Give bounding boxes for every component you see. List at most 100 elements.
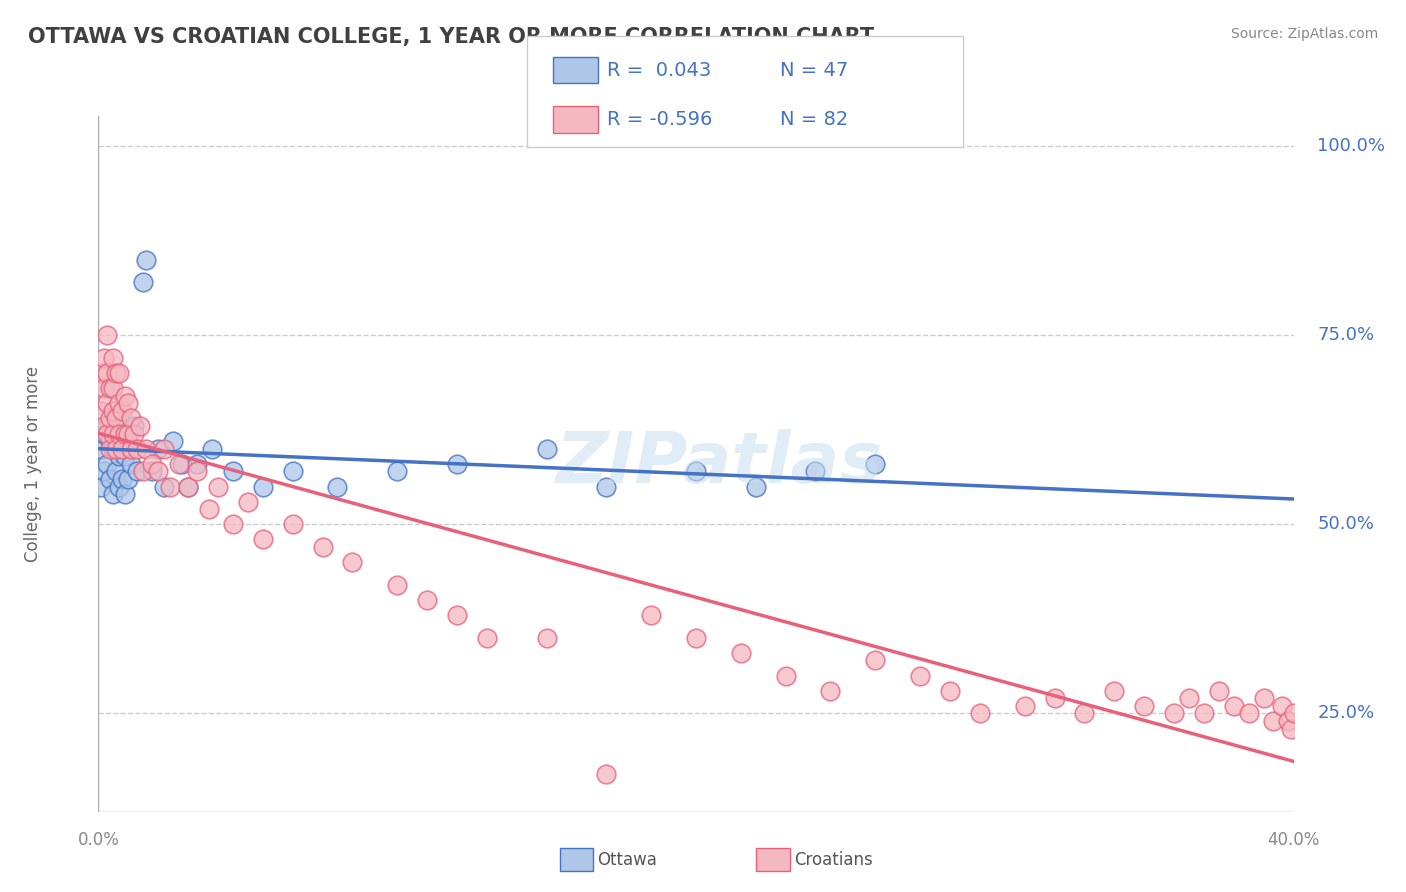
Point	[93, 381, 115, 395]
Point	[108, 479, 131, 493]
Point	[1104, 683, 1126, 698]
Point	[1253, 691, 1275, 706]
Point	[1208, 683, 1230, 698]
Point	[108, 396, 131, 410]
Point	[120, 442, 142, 456]
Point	[159, 479, 181, 493]
Text: R = -0.596: R = -0.596	[607, 110, 713, 128]
Point	[595, 479, 617, 493]
Text: 50.0%: 50.0%	[1317, 516, 1374, 533]
Point	[96, 366, 118, 380]
Point	[127, 442, 149, 456]
Point	[93, 419, 115, 434]
Point	[1279, 722, 1302, 736]
Point	[108, 366, 131, 380]
Point	[105, 366, 128, 380]
Point	[103, 381, 125, 395]
Point	[1073, 706, 1095, 721]
Point	[1192, 706, 1215, 721]
Point	[90, 479, 112, 493]
Point	[775, 668, 797, 682]
Point	[172, 457, 194, 471]
Point	[120, 457, 142, 471]
Point	[1223, 698, 1246, 713]
Point	[135, 252, 157, 267]
Point	[198, 502, 221, 516]
Point	[177, 479, 200, 493]
Text: 100.0%: 100.0%	[1317, 137, 1385, 155]
Point	[222, 464, 245, 478]
Point	[820, 683, 842, 698]
Point	[105, 442, 128, 456]
Point	[120, 411, 142, 425]
Point	[132, 276, 155, 290]
Point	[1261, 714, 1284, 728]
Point	[141, 457, 163, 471]
Point	[536, 631, 558, 645]
Point	[326, 479, 349, 493]
Point	[446, 608, 468, 623]
Point	[446, 457, 468, 471]
Point	[416, 593, 439, 607]
Point	[93, 426, 115, 441]
Point	[148, 464, 170, 478]
Point	[385, 578, 409, 592]
Point	[201, 442, 224, 456]
Point	[114, 426, 136, 441]
Point	[186, 464, 208, 478]
Point	[730, 646, 752, 660]
Point	[103, 426, 125, 441]
Point	[90, 442, 112, 456]
Point	[1133, 698, 1156, 713]
Point	[252, 479, 274, 493]
Point	[908, 668, 931, 682]
Point	[939, 683, 962, 698]
Point	[114, 389, 136, 403]
Point	[108, 450, 131, 464]
Point	[98, 434, 122, 449]
Text: Ottawa: Ottawa	[598, 851, 658, 869]
Point	[1277, 714, 1299, 728]
Point	[98, 472, 122, 486]
Point	[117, 396, 139, 410]
Point	[969, 706, 991, 721]
Point	[111, 472, 134, 486]
Point	[1282, 706, 1305, 721]
Text: OTTAWA VS CROATIAN COLLEGE, 1 YEAR OR MORE CORRELATION CHART: OTTAWA VS CROATIAN COLLEGE, 1 YEAR OR MO…	[28, 27, 875, 46]
Point	[132, 464, 155, 478]
Point	[177, 479, 200, 493]
Point	[124, 426, 146, 441]
Point	[127, 464, 149, 478]
Point	[536, 442, 558, 456]
Point	[96, 426, 118, 441]
Text: College, 1 year or more: College, 1 year or more	[24, 366, 42, 562]
Point	[105, 411, 128, 425]
Point	[90, 366, 112, 380]
Point	[93, 351, 115, 365]
Point	[103, 404, 125, 418]
Text: N = 82: N = 82	[780, 110, 849, 128]
Text: ZIPatlas: ZIPatlas	[557, 429, 883, 499]
Text: 0.0%: 0.0%	[77, 830, 120, 848]
Point	[111, 404, 134, 418]
Point	[93, 464, 115, 478]
Text: R =  0.043: R = 0.043	[607, 61, 711, 79]
Point	[153, 479, 176, 493]
Point	[96, 328, 118, 343]
Point	[865, 457, 887, 471]
Point	[108, 411, 131, 425]
Text: 40.0%: 40.0%	[1267, 830, 1320, 848]
Point	[103, 351, 125, 365]
Point	[114, 450, 136, 464]
Point	[640, 608, 662, 623]
Point	[135, 442, 157, 456]
Point	[1014, 698, 1036, 713]
Point	[114, 487, 136, 501]
Point	[865, 653, 887, 667]
Text: Source: ZipAtlas.com: Source: ZipAtlas.com	[1230, 27, 1378, 41]
Point	[98, 411, 122, 425]
Point	[475, 631, 498, 645]
Point	[207, 479, 229, 493]
Point	[685, 464, 707, 478]
Point	[595, 767, 617, 781]
